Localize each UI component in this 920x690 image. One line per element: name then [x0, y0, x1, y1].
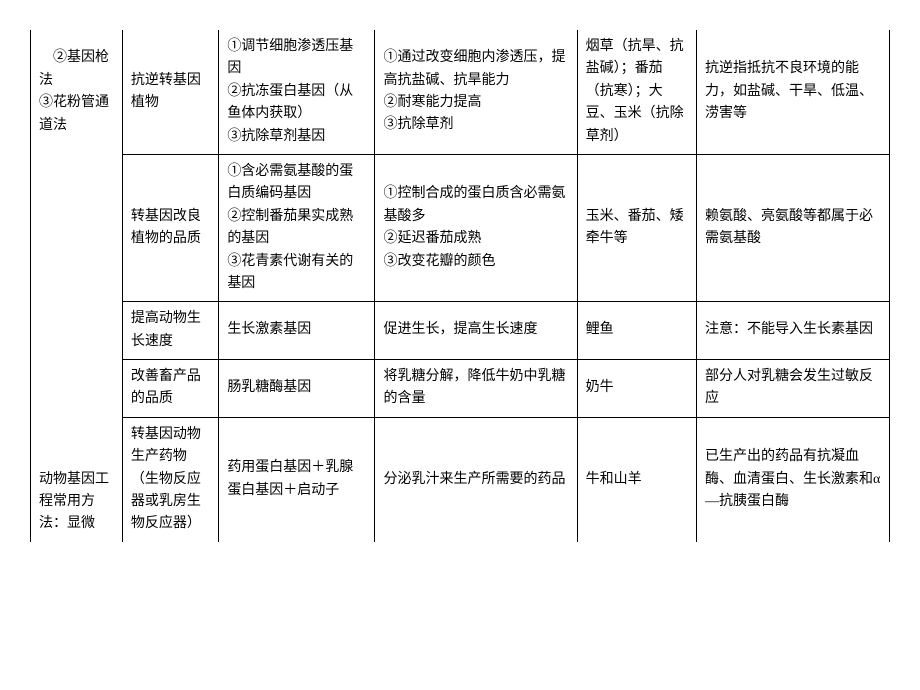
- cell: 玉米、番茄、矮牵牛等: [577, 154, 696, 301]
- cell: 改善畜产品的品质: [122, 360, 218, 418]
- cell: ①控制合成的蛋白质含必需氨基酸多②延迟番茄成熟③改变花瓣的颜色: [375, 154, 577, 301]
- table-row: 动物基因工程常用方法：显微 转基因动物生产药物（生物反应器或乳房生物反应器） 药…: [31, 417, 890, 541]
- cell: 鲤鱼: [577, 302, 696, 360]
- cell: 转基因改良植物的品质: [122, 154, 218, 301]
- cell: 抗逆转基因植物: [122, 30, 218, 154]
- table-row: 提高动物生长速度 生长激素基因 促进生长，提高生长速度 鲤鱼 注意：不能导入生长…: [31, 302, 890, 360]
- cell: ①调节细胞渗透压基因②抗冻蛋白基因（从鱼体内获取）③抗除草剂基因: [219, 30, 375, 154]
- cell: 生长激素基因: [219, 302, 375, 360]
- cell: 牛和山羊: [577, 417, 696, 541]
- cell: 抗逆指抵抗不良环境的能力，如盐碱、干旱、低温、涝害等: [697, 30, 890, 154]
- cell: 注意：不能导入生长素基因: [697, 302, 890, 360]
- cell: 将乳糖分解，降低牛奶中乳糖的含量: [375, 360, 577, 418]
- cell: 烟草（抗旱、抗盐碱）；番茄（抗寒）；大豆、玉米（抗除草剂）: [577, 30, 696, 154]
- cell: 肠乳糖酶基因: [219, 360, 375, 418]
- cell: 部分人对乳糖会发生过敏反应: [697, 360, 890, 418]
- cell: 药用蛋白基因＋乳腺蛋白基因＋启动子: [219, 417, 375, 541]
- cell: 促进生长，提高生长速度: [375, 302, 577, 360]
- table-row: 改善畜产品的品质 肠乳糖酶基因 将乳糖分解，降低牛奶中乳糖的含量 奶牛 部分人对…: [31, 360, 890, 418]
- table-row: ②基因枪法③花粉管通道法 抗逆转基因植物 ①调节细胞渗透压基因②抗冻蛋白基因（从…: [31, 30, 890, 154]
- cell: 分泌乳汁来生产所需要的药品: [375, 417, 577, 541]
- cell: 奶牛: [577, 360, 696, 418]
- cell: 赖氨酸、亮氨酸等都属于必需氨基酸: [697, 154, 890, 301]
- cell: ①通过改变细胞内渗透压，提高抗盐碱、抗旱能力②耐寒能力提高③抗除草剂: [375, 30, 577, 154]
- cell-method-top: ②基因枪法③花粉管通道法: [31, 30, 123, 154]
- cell: 转基因动物生产药物（生物反应器或乳房生物反应器）: [122, 417, 218, 541]
- cell-method-mid: [31, 154, 123, 417]
- table-row: 转基因改良植物的品质 ①含必需氨基酸的蛋白质编码基因②控制番茄果实成熟的基因③花…: [31, 154, 890, 301]
- cell: 提高动物生长速度: [122, 302, 218, 360]
- main-table: ②基因枪法③花粉管通道法 抗逆转基因植物 ①调节细胞渗透压基因②抗冻蛋白基因（从…: [30, 30, 890, 542]
- cell: 已生产出的药品有抗凝血酶、血清蛋白、生长激素和α—抗胰蛋白酶: [697, 417, 890, 541]
- cell-method-bot: 动物基因工程常用方法：显微: [31, 417, 123, 541]
- cell: ①含必需氨基酸的蛋白质编码基因②控制番茄果实成熟的基因③花青素代谢有关的基因: [219, 154, 375, 301]
